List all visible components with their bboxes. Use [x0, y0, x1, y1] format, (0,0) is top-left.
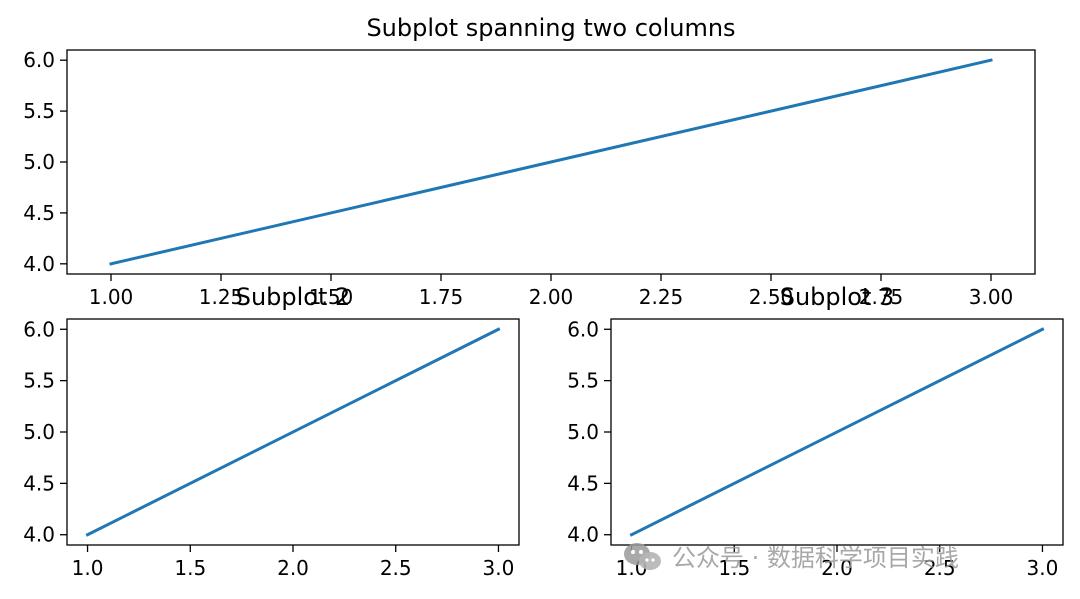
- y-tick-label: 5.5: [567, 369, 599, 393]
- x-tick-label: 2.75: [859, 285, 904, 309]
- x-tick-label: 1.5: [174, 556, 206, 580]
- x-tick-label: 2.0: [821, 556, 853, 580]
- x-tick-label: 2.0: [277, 556, 309, 580]
- x-tick-label: 3.0: [483, 556, 515, 580]
- x-tick-label: 2.00: [529, 285, 574, 309]
- x-tick-label: 3.00: [969, 285, 1014, 309]
- y-tick-label: 4.5: [23, 201, 55, 225]
- chart-title: Subplot 2: [236, 283, 351, 311]
- y-tick-label: 5.0: [567, 420, 599, 444]
- axes-bottom-left: Subplot 2 1.0 1.5 2.0 2.5 3.0 4.0 4.5 5.0 5.5 6.0: [23, 283, 520, 580]
- x-tick-label: 1.0: [72, 556, 104, 580]
- chart-title: Subplot 3: [780, 283, 895, 311]
- x-tick-label: 2.5: [380, 556, 412, 580]
- x-tick-label: 2.5: [924, 556, 956, 580]
- x-tick-label: 2.25: [639, 285, 684, 309]
- y-tick-label: 4.5: [567, 471, 599, 495]
- x-tick-label: 1.75: [419, 285, 464, 309]
- series-line: [85, 327, 501, 537]
- watermark: 公众号 · 数据科学项目实践: [624, 543, 959, 572]
- x-tick-label: 2.50: [749, 285, 794, 309]
- series-line: [109, 58, 993, 266]
- y-tick-label: 6.0: [23, 48, 55, 72]
- y-tick-label: 6.0: [23, 317, 55, 341]
- y-tick-label: 6.0: [567, 317, 599, 341]
- y-tick-label: 5.5: [23, 99, 55, 123]
- wechat-icon: [624, 543, 661, 570]
- y-tick-label: 5.0: [23, 150, 55, 174]
- x-tick-label: 1.5: [718, 556, 750, 580]
- axes-top-spanning: Subplot spanning two columns 1.00 1.25 1.50…: [23, 14, 1036, 309]
- x-tick-label: 1.25: [199, 285, 244, 309]
- watermark-text: 公众号 · 数据科学项目实践: [672, 544, 959, 572]
- x-tick-label: 1.50: [309, 285, 354, 309]
- axes-bottom-right: Subplot 31.0 1.5 2.0 2.5 3.04.04.55.05.56.0: [567, 283, 1064, 580]
- y-tick-label: 5.0: [23, 420, 55, 444]
- x-tick-label: 3.0: [1027, 556, 1059, 580]
- y-tick-label: 4.0: [23, 523, 55, 547]
- x-tick-label: 1.00: [89, 285, 134, 309]
- chart-title: Subplot spanning two columns: [366, 14, 735, 42]
- y-tick-label: 5.5: [23, 369, 55, 393]
- y-tick-label: 4.0: [23, 252, 55, 276]
- series-line: [629, 327, 1045, 537]
- y-tick-label: 4.0: [567, 523, 599, 547]
- y-tick-label: 4.5: [23, 471, 55, 495]
